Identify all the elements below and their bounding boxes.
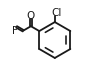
Text: F: F bbox=[12, 26, 17, 36]
Text: O: O bbox=[27, 11, 35, 21]
Text: Cl: Cl bbox=[51, 8, 62, 18]
